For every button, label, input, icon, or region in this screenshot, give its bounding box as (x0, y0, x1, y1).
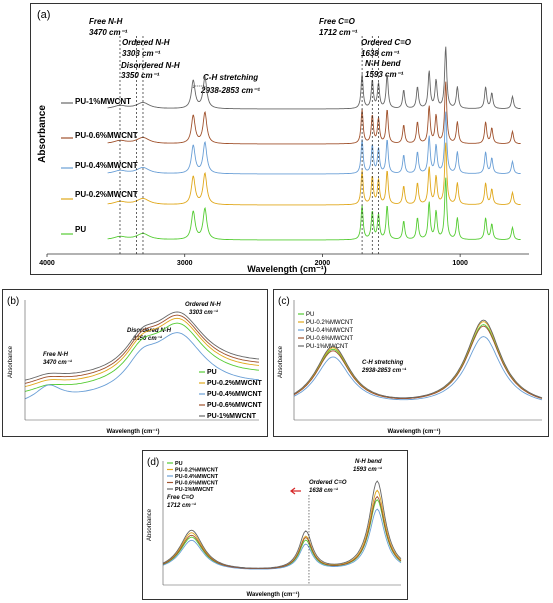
annot-d-free-co-sub: 1712 cm⁻¹ (167, 502, 196, 509)
annot-a-ch-sub: 2938-2853 cm⁻¹ (200, 86, 260, 95)
x-tick-label-a: 2000 (315, 260, 331, 267)
spectrum-b-series (24, 311, 260, 381)
annot-a-ordered-nh-sub: 3303 cm⁻¹ (122, 49, 161, 58)
annot-a-ch: C-H stretching (203, 73, 258, 82)
annot-a-disordered-nh: Disordered N-H (121, 61, 180, 70)
spectrum-b-series (24, 332, 260, 400)
series-label-a-04: PU-0.4%MWCNT (75, 161, 138, 170)
panel-d: (d) Absorbance Wavelength (cm⁻¹) Free C=… (142, 450, 408, 600)
annot-b-disordered-nh-sub: 3350 cm⁻¹ (133, 335, 162, 342)
x-axis-label-d: Wavelength (cm⁻¹) (247, 591, 300, 598)
series-label-a-pu: PU (75, 225, 86, 234)
panel-c: (c) Absorbance Wavelength (cm⁻¹) C-H str… (273, 289, 549, 437)
annot-b-ordered-nh-sub: 3303 cm⁻¹ (189, 309, 218, 316)
annot-d-free-co: Free C=O (167, 495, 194, 501)
legend-label: PU (207, 369, 217, 376)
annot-a-ordered-nh: Ordered N-H (122, 38, 170, 47)
legend-label: PU-0.2%MWCNT (207, 380, 263, 387)
y-axis-label-a: Absorbance (37, 105, 48, 163)
legend-label: PU-1%MWCNT (175, 487, 214, 493)
annot-a-nh-bend: N-H bend (365, 59, 402, 68)
legend-label: PU-0.6%MWCNT (306, 336, 353, 342)
annot-d-ordered-co: Ordered C=O (309, 480, 347, 486)
annot-d-ordered-co-sub: 1638 cm⁻¹ (309, 487, 338, 494)
y-axis-label-b: Absorbance (8, 345, 14, 378)
legend-label: PU-0.4%MWCNT (207, 391, 263, 398)
spectrum-c-series (293, 325, 543, 400)
annot-a-nh-bend-sub: 1593 cm⁻¹ (365, 70, 404, 79)
spectrum-b-series (24, 317, 260, 388)
chart-b-svg: (b) Absorbance Wavelength (cm⁻¹) Free N-… (7, 296, 263, 435)
annot-c-ch: C-H stretching (362, 360, 404, 366)
spectrum-d-series (162, 508, 402, 570)
legend-label: PU-0.6%MWCNT (175, 481, 219, 487)
legend-label: PU-0.4%MWCNT (175, 474, 219, 480)
chart-c-svg: (c) Absorbance Wavelength (cm⁻¹) C-H str… (278, 296, 543, 435)
annot-a-ordered-co-sub: 1638 cm⁻¹ (361, 49, 400, 58)
panel-b: (b) Absorbance Wavelength (cm⁻¹) Free N-… (2, 289, 268, 437)
spectrum-d-series (162, 489, 402, 569)
annot-a-free-co-sub: 1712 cm⁻¹ (319, 28, 358, 37)
annot-a-free-nh: Free N-H (89, 17, 123, 26)
legend-label: PU-1%MWCNT (207, 413, 257, 420)
spectrum-c-series (293, 319, 543, 399)
annot-a-free-co: Free C=O (319, 17, 356, 26)
y-axis-label-d: Absorbance (147, 508, 153, 541)
spectrum-d-series (162, 480, 402, 569)
annot-b-ordered-nh: Ordered N-H (185, 302, 221, 308)
y-axis-label-c: Absorbance (278, 345, 284, 378)
x-axis-label-b: Wavelength (cm⁻¹) (107, 428, 160, 435)
x-axis-label-c: Wavelength (cm⁻¹) (388, 428, 441, 435)
spectrum-b-series (24, 322, 260, 392)
chart-d-svg: (d) Absorbance Wavelength (cm⁻¹) Free C=… (147, 457, 402, 598)
annot-d-nh-bend-sub: 1593 cm⁻¹ (353, 466, 382, 473)
spectrum-b-series (24, 314, 260, 384)
x-tick-label-a: 3000 (177, 260, 193, 267)
series-label-a-06: PU-0.6%MWCNT (75, 131, 138, 140)
spectrum-a-series (107, 81, 521, 145)
panel-label-d: (d) (147, 457, 159, 468)
arrow-icon (290, 487, 301, 495)
annot-b-free-nh-sub: 3470 cm⁻¹ (43, 359, 72, 366)
series-label-a-1: PU-1%MWCNT (75, 97, 131, 106)
chart-a-svg: (a) Absorbance Wavelength (cm⁻¹) Free N-… (37, 9, 529, 274)
annot-a-ordered-co: Ordered C=O (361, 38, 412, 47)
annot-d-nh-bend: N-H bend (355, 459, 382, 465)
x-tick-label-a: 4000 (39, 260, 55, 267)
legend-label: PU-0.4%MWCNT (306, 328, 353, 334)
x-tick-label-a: 1000 (452, 260, 468, 267)
panel-a: (a) Absorbance Wavelength (cm⁻¹) Free N-… (30, 3, 542, 275)
annot-a-free-nh-sub: 3470 cm⁻¹ (89, 28, 128, 37)
legend-label: PU-0.2%MWCNT (175, 468, 219, 474)
series-label-a-02: PU-0.2%MWCNT (75, 190, 138, 199)
ch-bracket-a (192, 85, 206, 88)
annot-c-ch-sub: 2938-2853 cm⁻¹ (361, 367, 406, 374)
legend-label: PU (306, 312, 314, 318)
panel-label-c: (c) (278, 296, 290, 307)
legend-label: PU-1%MWCNT (306, 344, 348, 350)
panel-label-b: (b) (7, 296, 19, 307)
legend-label: PU-0.6%MWCNT (207, 402, 263, 409)
spectrum-a-series (107, 177, 521, 241)
legend-label: PU (175, 461, 183, 467)
spectrum-d-series (162, 495, 402, 570)
spectrum-a-series (107, 46, 521, 110)
legend-label: PU-0.2%MWCNT (306, 320, 353, 326)
spectrum-a-series (107, 142, 521, 206)
annot-a-disordered-nh-sub: 3350 cm⁻¹ (121, 71, 160, 80)
panel-label-a: (a) (37, 9, 50, 21)
x-axis-label-a: Wavelength (cm⁻¹) (247, 264, 326, 274)
annot-b-free-nh: Free N-H (43, 352, 69, 358)
spectrum-a-series (107, 111, 521, 175)
spectrum-c-series (293, 336, 543, 401)
